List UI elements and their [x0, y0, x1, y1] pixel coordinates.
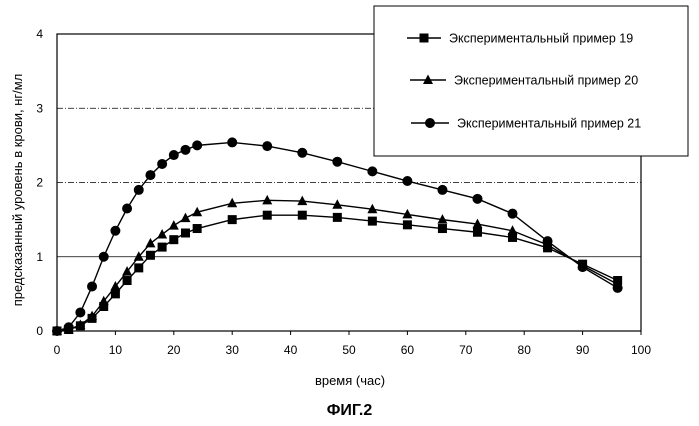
x-tick-label: 50 — [342, 343, 356, 357]
data-point — [472, 194, 482, 204]
data-point — [75, 307, 85, 317]
data-point — [437, 185, 447, 195]
data-point — [134, 185, 144, 195]
data-point — [402, 176, 412, 186]
x-tick-label: 40 — [284, 343, 298, 357]
data-point — [192, 140, 202, 150]
data-point — [99, 252, 109, 262]
legend: Экспериментальный пример 19 Экспериментал… — [374, 6, 688, 156]
series-1 — [53, 211, 623, 336]
y-tick-label: 0 — [36, 324, 43, 338]
series-3 — [52, 137, 623, 336]
data-point — [227, 137, 237, 147]
data-point — [508, 209, 518, 219]
data-point — [473, 228, 482, 237]
data-point — [169, 150, 179, 160]
series-layer — [52, 137, 623, 336]
x-tick-label: 80 — [518, 343, 532, 357]
data-point — [180, 213, 190, 223]
data-point — [64, 322, 74, 332]
y-tick-label: 1 — [36, 250, 43, 264]
data-point — [578, 262, 588, 272]
series-line — [57, 215, 618, 331]
y-tick-label: 4 — [36, 27, 43, 41]
data-point — [263, 211, 272, 220]
x-tick-label: 100 — [631, 343, 651, 357]
figure-caption: ФИГ.2 — [0, 402, 699, 420]
data-point — [52, 326, 62, 336]
y-tick-label: 3 — [36, 101, 43, 115]
data-point — [367, 166, 377, 176]
data-point — [262, 195, 272, 205]
x-axis-label: время (час) — [315, 373, 385, 388]
x-tick-label: 90 — [576, 343, 590, 357]
data-point — [262, 141, 272, 151]
data-point — [368, 217, 377, 226]
data-point — [333, 213, 342, 222]
data-point — [181, 228, 190, 237]
legend-label: Экспериментальный пример 20 — [454, 74, 638, 88]
data-point — [122, 203, 132, 213]
x-tick-label: 70 — [459, 343, 473, 357]
data-point — [145, 238, 155, 248]
x-tick-label: 30 — [226, 343, 240, 357]
data-point — [110, 226, 120, 236]
data-point — [123, 276, 132, 285]
data-point — [158, 243, 167, 252]
data-point — [87, 281, 97, 291]
legend-marker — [425, 118, 435, 128]
data-point — [543, 236, 553, 246]
data-point — [613, 283, 623, 293]
legend-label: Экспериментальный пример 21 — [457, 117, 641, 131]
data-point — [169, 235, 178, 244]
y-tick-label: 2 — [36, 176, 43, 190]
data-point — [169, 220, 179, 230]
y-axis-label: предсказанный уровень в крови, нг/мл — [10, 74, 25, 307]
data-point — [332, 157, 342, 167]
data-point — [228, 215, 237, 224]
y-axis-ticks: 0 1 2 3 4 — [36, 27, 43, 338]
series-line — [57, 142, 618, 331]
data-point — [438, 224, 447, 233]
data-point — [403, 220, 412, 229]
x-tick-label: 60 — [401, 343, 415, 357]
x-tick-label: 0 — [54, 343, 61, 357]
data-point — [146, 251, 155, 260]
legend-label: Экспериментальный пример 19 — [449, 32, 633, 46]
data-point — [157, 229, 167, 239]
data-point — [297, 148, 307, 158]
data-point — [157, 159, 167, 169]
data-point — [145, 170, 155, 180]
x-tick-label: 20 — [167, 343, 181, 357]
data-point — [298, 211, 307, 220]
data-point — [180, 145, 190, 155]
data-point — [134, 263, 143, 272]
data-point — [193, 224, 202, 233]
legend-marker — [420, 34, 429, 43]
x-axis-ticks: 0 10 20 30 40 50 60 70 80 90 100 — [54, 331, 652, 357]
x-tick-label: 10 — [109, 343, 123, 357]
